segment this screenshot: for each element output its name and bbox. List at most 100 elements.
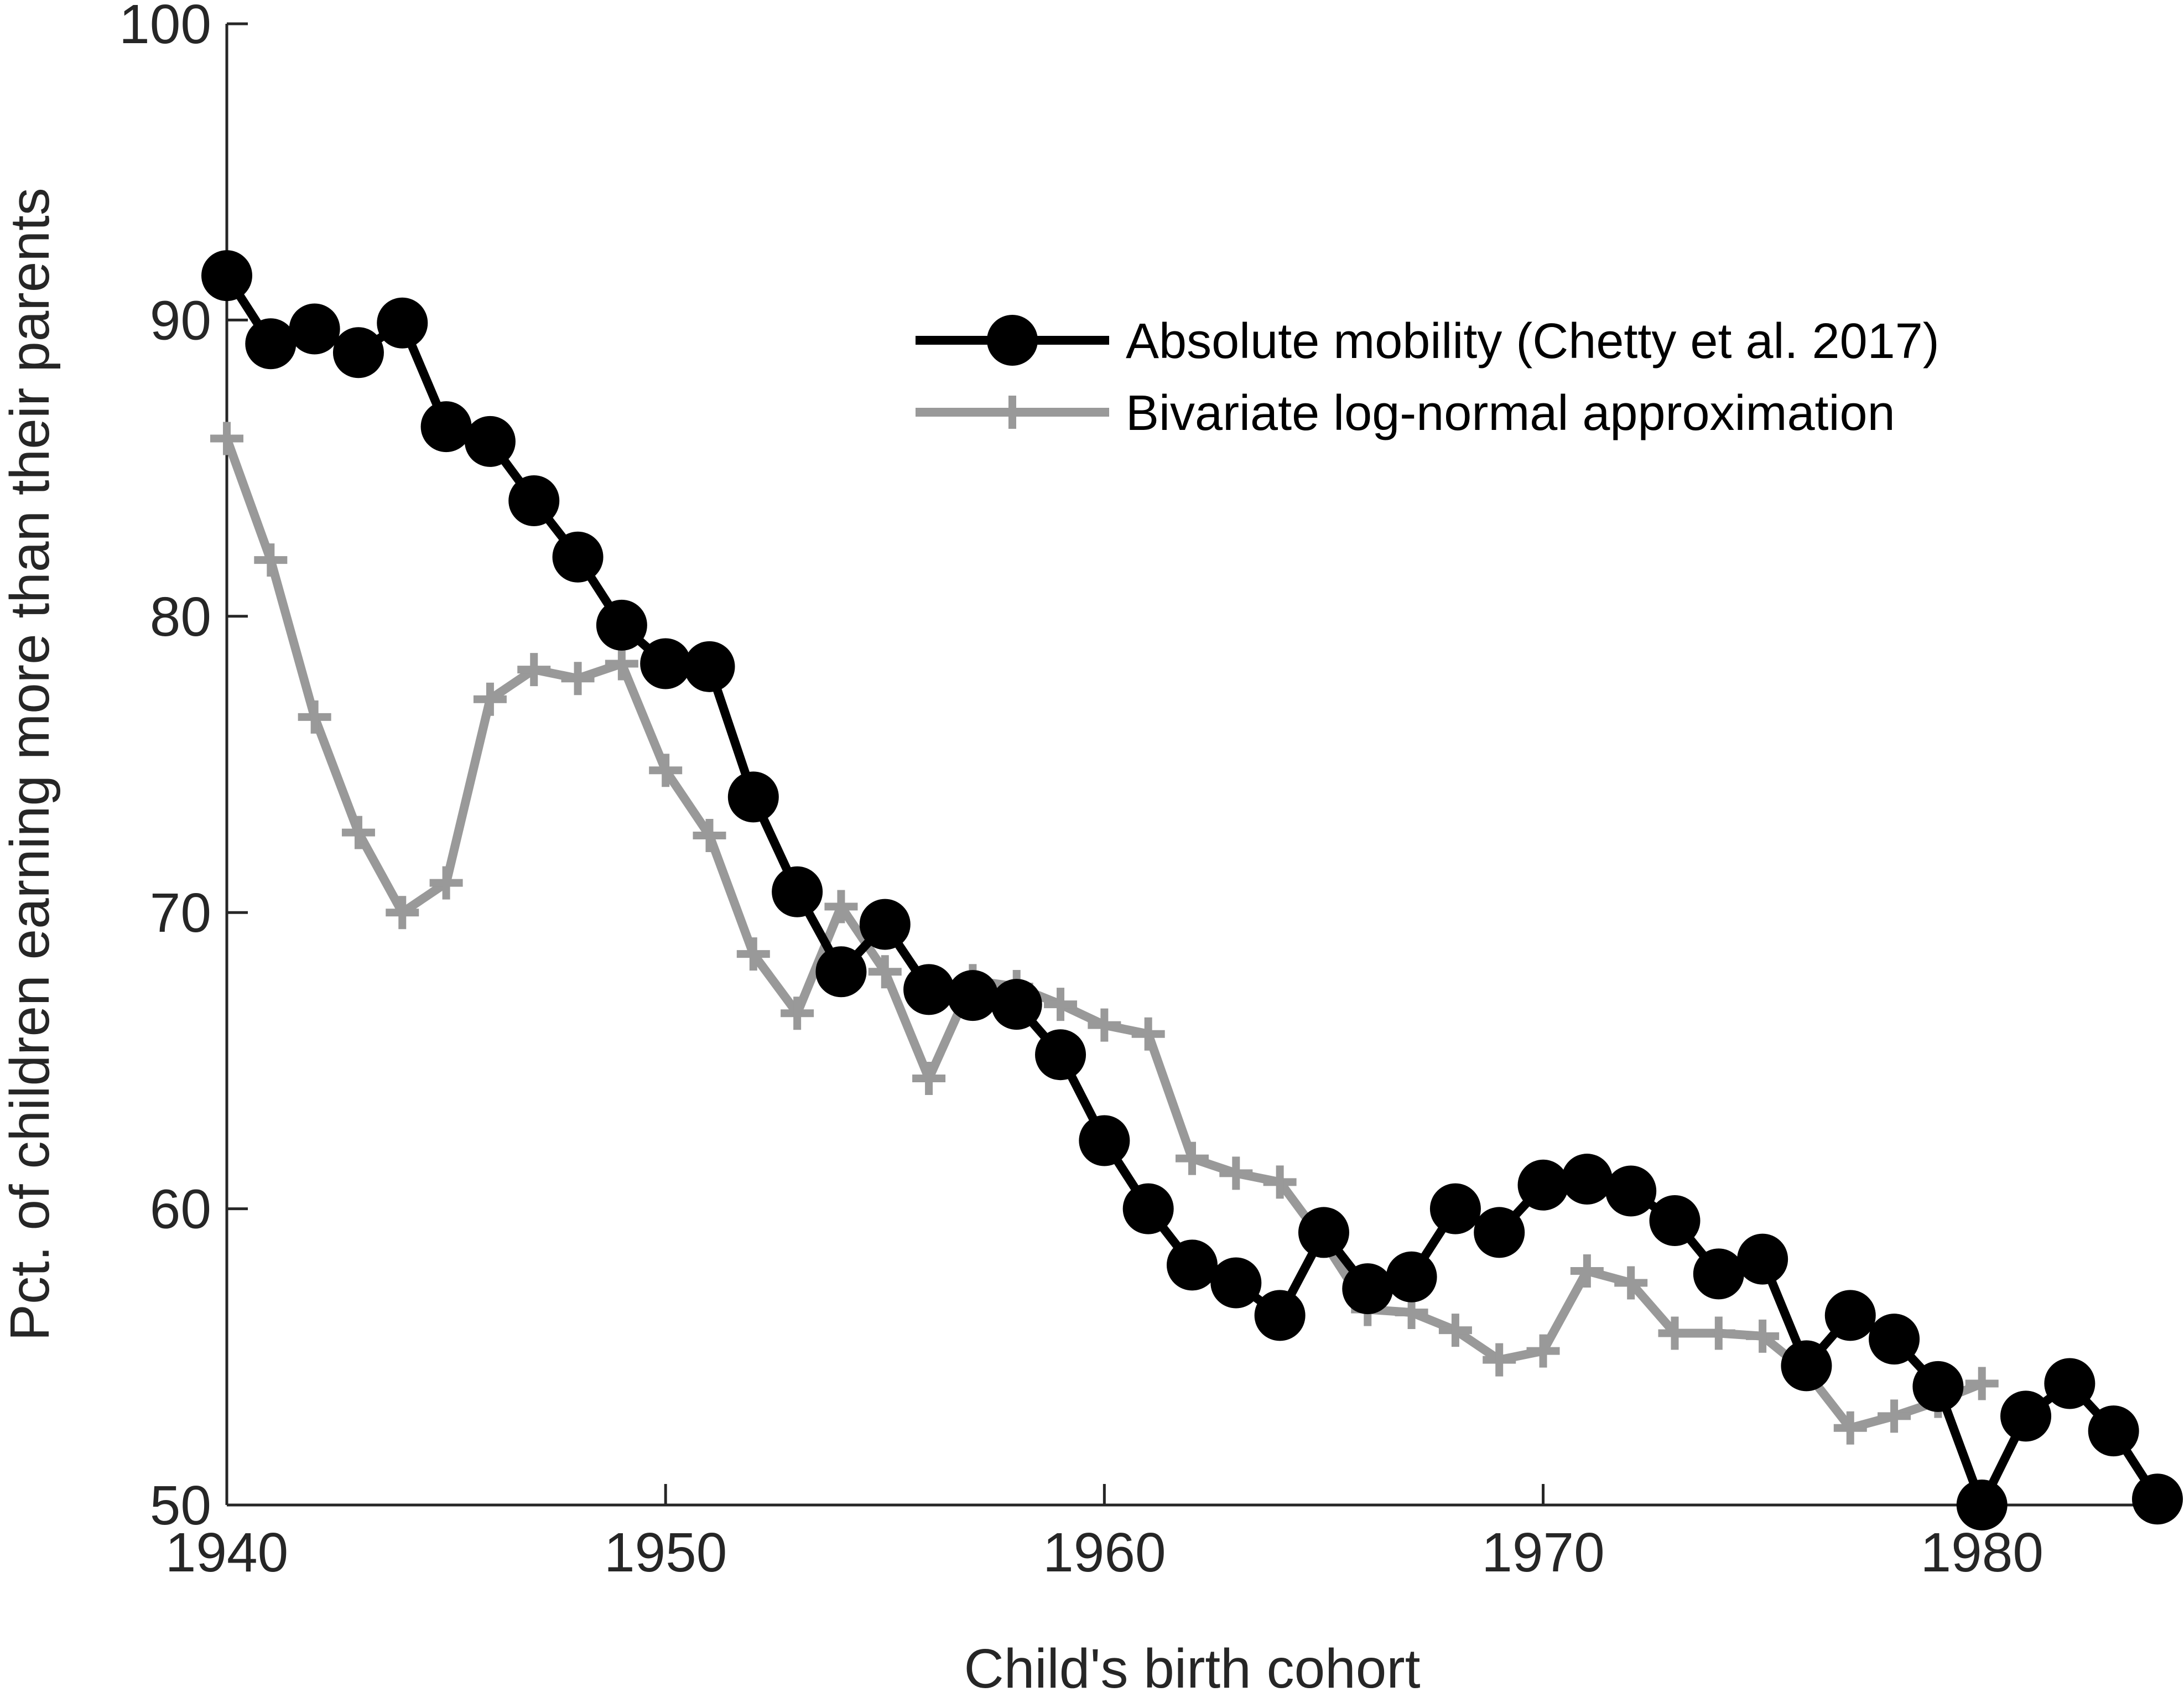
data-point bbox=[1965, 1367, 1999, 1400]
data-point bbox=[473, 682, 507, 716]
data-point bbox=[508, 475, 560, 526]
data-point bbox=[254, 543, 288, 577]
data-point bbox=[772, 866, 823, 917]
data-point bbox=[2088, 1405, 2139, 1457]
data-point bbox=[1210, 1257, 1262, 1309]
data-point bbox=[1517, 1159, 1569, 1211]
data-point bbox=[1605, 1165, 1657, 1217]
data-point bbox=[420, 401, 472, 453]
data-point bbox=[640, 638, 691, 689]
data-point bbox=[649, 754, 683, 787]
data-point bbox=[1869, 1314, 1920, 1365]
data-point bbox=[289, 303, 340, 355]
data-point bbox=[429, 866, 463, 900]
y-tick-label: 50 bbox=[150, 1475, 211, 1537]
data-point bbox=[781, 997, 814, 1030]
data-point bbox=[727, 771, 779, 823]
series-absolute-mobility bbox=[201, 250, 2183, 1530]
legend: Absolute mobility (Chetty et al. 2017) B… bbox=[916, 314, 1939, 441]
data-point bbox=[517, 653, 551, 687]
data-point bbox=[1781, 1340, 1832, 1392]
data-point bbox=[1167, 1239, 1218, 1291]
data-point bbox=[596, 599, 647, 651]
data-point bbox=[1833, 1411, 1867, 1445]
legend-label-log-normal: Bivariate log-normal approximation bbox=[1126, 386, 1895, 441]
data-point bbox=[1079, 1115, 1130, 1166]
x-tick-label: 1960 bbox=[1043, 1522, 1166, 1584]
x-axis-title: Child's birth cohort bbox=[964, 1638, 1421, 1697]
data-point bbox=[1044, 988, 1078, 1021]
data-point bbox=[1219, 1156, 1253, 1190]
data-point bbox=[1035, 1029, 1086, 1081]
data-point bbox=[1483, 1343, 1516, 1377]
data-point bbox=[1474, 1207, 1525, 1258]
data-point bbox=[1824, 1290, 1876, 1341]
data-point bbox=[1438, 1314, 1472, 1347]
data-point bbox=[1693, 1248, 1744, 1300]
data-point bbox=[1746, 1319, 1780, 1353]
legend-marker-circle bbox=[987, 315, 1038, 366]
data-point bbox=[1429, 1183, 1481, 1234]
data-point bbox=[868, 955, 902, 989]
data-point bbox=[1088, 1008, 1121, 1042]
data-point bbox=[1342, 1263, 1393, 1315]
x-tick-label: 1970 bbox=[1481, 1522, 1604, 1584]
axes: 50 60 70 80 90 100 1940 1950 1960 1970 1980 bbox=[119, 0, 2157, 1584]
y-axis-title: Pct. of children earning more than their… bbox=[0, 188, 61, 1341]
data-point bbox=[1912, 1361, 1964, 1412]
data-point bbox=[605, 647, 638, 681]
data-point bbox=[2132, 1473, 2183, 1525]
data-point bbox=[684, 641, 735, 692]
data-point bbox=[464, 416, 516, 467]
series-layer bbox=[201, 250, 2183, 1530]
legend-marker-plus bbox=[996, 396, 1029, 429]
data-point bbox=[561, 662, 595, 696]
y-tick-label: 80 bbox=[150, 586, 211, 648]
data-point bbox=[386, 896, 419, 930]
data-point bbox=[1658, 1316, 1692, 1350]
data-point bbox=[991, 979, 1042, 1030]
data-point bbox=[1737, 1233, 1788, 1285]
x-tick-label: 1950 bbox=[604, 1522, 727, 1584]
y-tick-label: 90 bbox=[150, 289, 211, 351]
data-point bbox=[298, 700, 331, 734]
data-point bbox=[2000, 1390, 2052, 1442]
data-point bbox=[1254, 1290, 1306, 1341]
x-tick-label: 1940 bbox=[165, 1522, 288, 1584]
data-point bbox=[201, 250, 252, 302]
y-tick-label: 100 bbox=[119, 0, 211, 55]
data-point bbox=[1649, 1195, 1701, 1247]
data-point bbox=[1131, 1017, 1165, 1051]
data-point bbox=[912, 1062, 946, 1096]
data-point bbox=[815, 946, 867, 998]
legend-label-absolute-mobility: Absolute mobility (Chetty et al. 2017) bbox=[1126, 314, 1939, 369]
data-point bbox=[903, 964, 955, 1015]
data-point bbox=[1878, 1399, 1911, 1433]
data-point bbox=[947, 970, 999, 1021]
series-log-normal bbox=[210, 422, 1999, 1445]
data-point bbox=[1122, 1183, 1174, 1234]
data-point bbox=[332, 327, 384, 378]
data-point bbox=[736, 937, 770, 971]
data-point bbox=[341, 816, 375, 849]
data-point bbox=[824, 890, 858, 923]
data-point bbox=[1702, 1316, 1735, 1350]
data-point bbox=[693, 818, 726, 852]
data-point bbox=[1561, 1154, 1613, 1205]
data-point bbox=[1176, 1141, 1209, 1175]
data-point bbox=[552, 531, 604, 583]
data-point bbox=[859, 899, 911, 950]
data-point bbox=[1298, 1207, 1349, 1258]
data-point bbox=[377, 297, 428, 349]
data-point bbox=[1956, 1480, 2008, 1530]
data-point bbox=[1614, 1266, 1648, 1300]
x-tick-label: 1980 bbox=[1920, 1522, 2043, 1584]
data-point bbox=[1263, 1165, 1297, 1199]
data-point bbox=[1386, 1251, 1437, 1302]
y-tick-label: 60 bbox=[150, 1179, 211, 1241]
data-point bbox=[1570, 1254, 1604, 1288]
data-point bbox=[210, 422, 243, 455]
data-point bbox=[2044, 1358, 2095, 1409]
data-point bbox=[245, 318, 297, 370]
